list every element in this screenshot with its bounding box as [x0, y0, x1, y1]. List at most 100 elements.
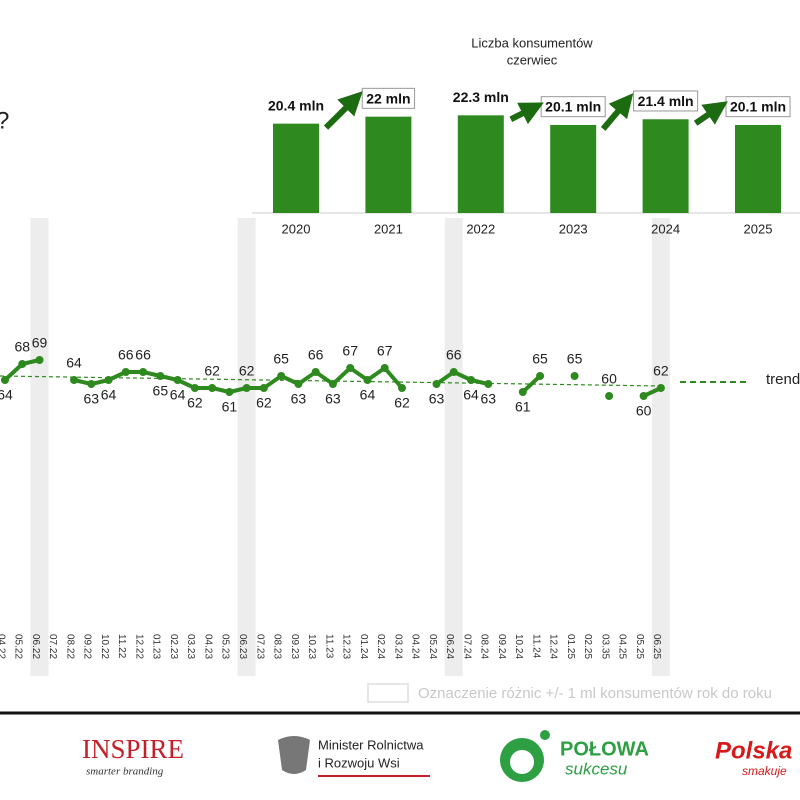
- footer-logos: INSPIRE smarter branding Minister Rolnic…: [82, 730, 792, 782]
- point: [87, 380, 96, 388]
- x-tick-label: 11.22: [116, 634, 127, 659]
- arrow: [323, 91, 363, 130]
- data-label: 66: [118, 347, 134, 363]
- data-label: 64: [360, 387, 376, 403]
- data-label: 62: [653, 363, 669, 379]
- logo-text: smakuje: [742, 764, 787, 778]
- legend-swatch: [367, 683, 409, 703]
- x-tick-label: 05.24: [427, 634, 438, 659]
- inset-subtitle: czerwiec: [507, 52, 558, 67]
- data-label: 61: [222, 399, 238, 415]
- x-tick-label: 07.22: [47, 634, 58, 659]
- data-label: 64: [463, 387, 479, 403]
- point: [518, 388, 527, 396]
- x-tick-label: 2024: [651, 221, 680, 236]
- data-label: 65: [153, 383, 169, 399]
- highlight-band: [30, 218, 49, 676]
- data-label: 63: [84, 391, 100, 407]
- data-label: 69: [32, 335, 48, 351]
- point: [1, 376, 9, 384]
- point: [208, 384, 217, 392]
- data-label: 20.1 mln: [730, 99, 786, 115]
- arrow: [600, 93, 634, 131]
- data-label: 67: [342, 343, 358, 359]
- x-tick-label: 02.25: [582, 634, 593, 659]
- x-tick-label: 04.22: [0, 634, 6, 659]
- data-label: 20.1 mln: [545, 99, 601, 115]
- data-label: 63: [429, 391, 445, 407]
- x-tick-label: 04.24: [410, 634, 421, 659]
- point: [311, 368, 320, 376]
- point: [156, 372, 165, 380]
- x-tick-label: 08.23: [272, 634, 283, 659]
- data-label: 21.4 mln: [638, 93, 694, 109]
- data-label: 62: [256, 395, 272, 411]
- point: [536, 372, 545, 380]
- logo-text: Polska: [715, 737, 792, 764]
- data-label: 61: [515, 399, 531, 415]
- x-tick-label: 2021: [374, 221, 403, 236]
- x-tick-label: 05.22: [13, 634, 24, 659]
- data-label: 62: [239, 363, 255, 379]
- logo-dot: [540, 730, 550, 740]
- highlight-band: [651, 218, 670, 676]
- data-label: 22.3 mln: [453, 89, 509, 105]
- logo-text: sukcesu: [565, 759, 628, 778]
- x-tick-label: 01.23: [151, 634, 162, 659]
- data-label: 60: [636, 403, 652, 419]
- x-tick-label: 10.23: [306, 634, 317, 659]
- x-tick-label: 2025: [744, 221, 773, 236]
- x-tick-label: 02.24: [375, 634, 386, 659]
- data-label: 65: [567, 351, 583, 367]
- point: [363, 376, 372, 384]
- point: [449, 368, 458, 376]
- point: [35, 356, 44, 364]
- x-tick-label: 05.25: [634, 634, 645, 659]
- data-label: 65: [532, 351, 548, 367]
- bar: [457, 115, 504, 213]
- point: [190, 384, 199, 392]
- x-tick-label: 11.23: [323, 634, 334, 659]
- point: [139, 368, 148, 376]
- point: [484, 380, 493, 388]
- data-label: 66: [308, 347, 324, 363]
- point: [570, 372, 579, 380]
- x-tick-label: 06.25: [651, 634, 662, 659]
- inset-title: Liczba konsumentów: [471, 35, 593, 50]
- data-label: 64: [170, 387, 186, 403]
- x-tick-label: 12.23: [341, 634, 352, 659]
- legend-label: trend: [766, 371, 800, 388]
- point: [173, 376, 182, 384]
- x-tick-label: 01.25: [565, 634, 576, 659]
- point: [397, 384, 406, 392]
- x-tick-label: 03.35: [599, 634, 610, 659]
- x-tick-label: 09.23: [289, 634, 300, 659]
- point: [242, 384, 251, 392]
- x-tick-label: 03.23: [185, 634, 196, 659]
- point: [467, 376, 476, 384]
- bar: [365, 116, 412, 213]
- x-tick-label: 2023: [559, 221, 588, 236]
- point: [121, 368, 130, 376]
- x-tick-label: 04.23: [202, 634, 213, 659]
- arrow: [693, 101, 728, 126]
- point: [639, 392, 648, 400]
- x-tick-label: 06.24: [444, 634, 455, 659]
- x-tick-label: 01.24: [358, 634, 369, 659]
- point: [294, 380, 303, 388]
- highlight-band: [444, 218, 463, 676]
- x-tick-label: 06.22: [30, 634, 41, 659]
- chart-title: ?: [0, 107, 9, 134]
- highlight-band: [237, 218, 256, 676]
- point: [259, 384, 268, 392]
- point: [18, 360, 27, 368]
- x-tick-label: 12.24: [548, 634, 559, 659]
- x-tick-label: 04.25: [617, 634, 628, 659]
- x-tick-label: 10.24: [513, 634, 524, 659]
- x-tick-label: 07.23: [254, 634, 265, 659]
- logo-text: POŁOWA: [560, 738, 649, 760]
- x-tick-label: 02.23: [168, 634, 179, 659]
- point: [656, 384, 665, 392]
- data-label: 68: [14, 339, 30, 355]
